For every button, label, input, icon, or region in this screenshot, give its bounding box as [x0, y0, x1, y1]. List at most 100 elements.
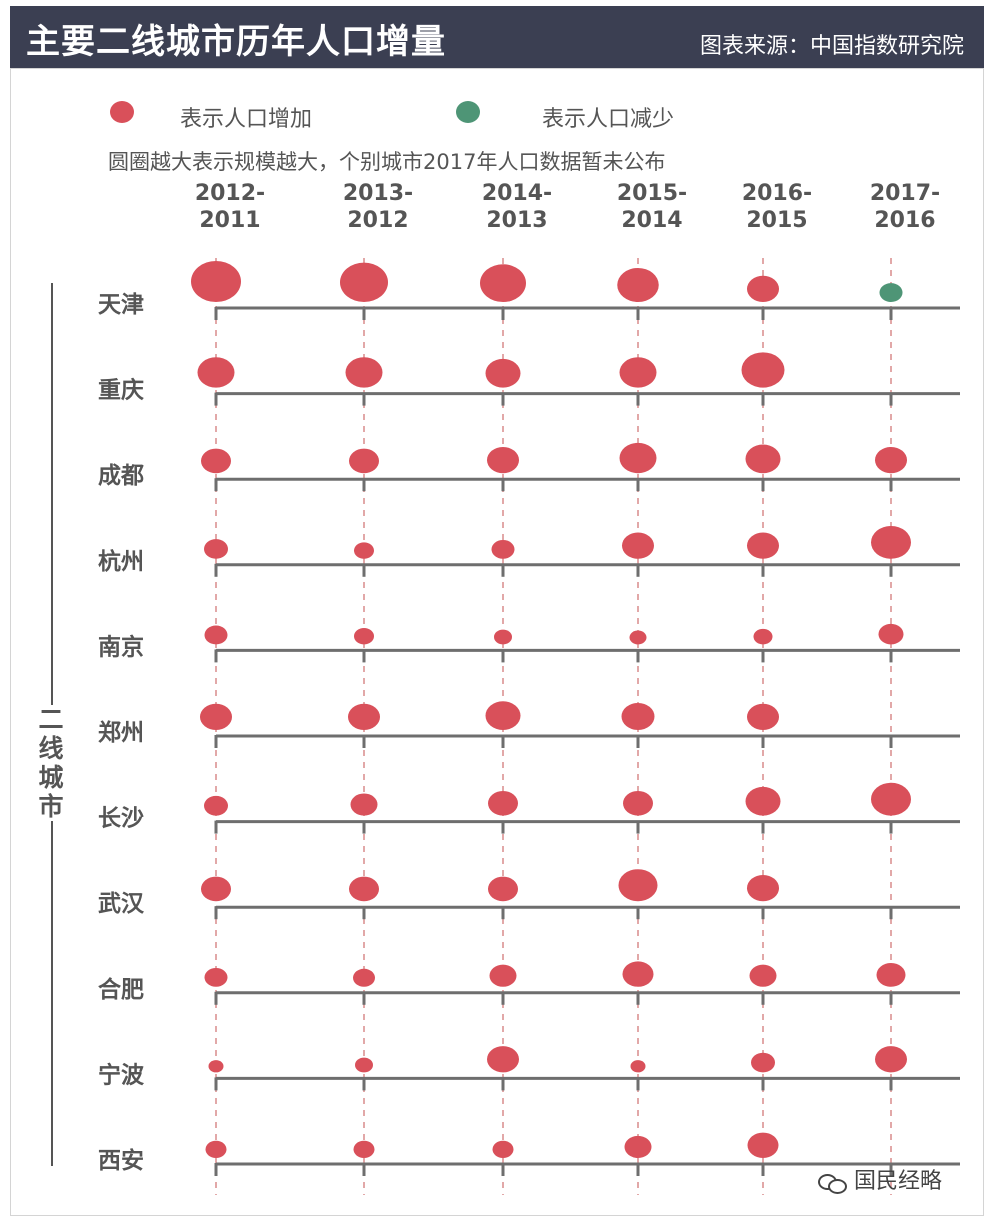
data-bubble [204, 539, 228, 559]
data-bubble [349, 876, 379, 902]
data-bubble [488, 791, 518, 816]
group-label: 二线城市 [34, 705, 68, 821]
data-bubble [340, 262, 388, 302]
data-bubble [741, 352, 785, 388]
data-bubble [879, 283, 903, 302]
city-label: 重庆 [98, 377, 144, 404]
data-bubble [749, 964, 777, 987]
wechat-icon [818, 1172, 848, 1194]
data-bubble [354, 542, 374, 559]
city-label: 武汉 [98, 891, 145, 917]
city-label: 宁波 [98, 1061, 145, 1088]
data-bubble [191, 261, 241, 302]
data-bubble [205, 1140, 227, 1158]
data-bubble [197, 357, 235, 388]
city-label: 杭州 [98, 548, 144, 575]
city-label: 西安 [98, 1147, 144, 1174]
data-bubble [753, 628, 773, 645]
data-bubble [354, 628, 374, 645]
period-header-line2: 2015 [746, 208, 808, 233]
data-bubble [204, 967, 228, 987]
data-bubble [747, 532, 779, 559]
data-bubble [747, 1132, 779, 1159]
data-bubble [871, 526, 911, 559]
data-bubble [747, 874, 779, 902]
period-header-line1: 2012- [194, 181, 266, 206]
data-bubble [349, 448, 379, 474]
period-header-line2: 2016 [874, 208, 936, 233]
data-bubble [618, 869, 658, 902]
data-bubble [871, 782, 911, 816]
city-label: 长沙 [98, 806, 144, 832]
data-bubble [485, 701, 521, 731]
chart-source: 图表来源：中国指数研究院 [699, 34, 964, 59]
data-bubble [878, 623, 904, 645]
data-bubble [492, 1140, 514, 1158]
data-bubble [489, 964, 517, 987]
legend-decrease-swatch [456, 101, 480, 123]
data-bubble [208, 1060, 224, 1073]
data-bubble [201, 448, 231, 474]
data-bubble [348, 703, 380, 730]
data-bubble [745, 444, 781, 474]
data-bubble [494, 629, 512, 645]
data-bubble [745, 786, 781, 816]
period-header-line1: 2014- [481, 181, 553, 206]
data-bubble [876, 963, 906, 987]
period-header-line2: 2014 [621, 208, 683, 233]
header-bar: 主要二线城市历年人口增量 图表来源：中国指数研究院 [10, 6, 984, 68]
watermark-text: 国民经略 [854, 1169, 943, 1194]
period-header-line1: 2015- [616, 181, 688, 206]
data-bubble [624, 1135, 652, 1159]
data-bubble [353, 1140, 375, 1158]
period-header: 2017- 2016 [850, 180, 960, 234]
period-header-line2: 2011 [199, 208, 261, 233]
city-label: 成都 [98, 463, 144, 489]
chart-title: 主要二线城市历年人口增量 [26, 22, 446, 62]
data-bubble [875, 446, 907, 474]
data-bubble [353, 968, 375, 987]
period-header: 2014- 2013 [462, 180, 572, 234]
data-bubble [204, 795, 228, 816]
watermark: 国民经略 [818, 1163, 942, 1195]
data-bubble [747, 275, 779, 302]
data-bubble [480, 264, 526, 303]
chart-panel [10, 68, 984, 1216]
data-bubble [621, 702, 655, 730]
data-bubble [623, 791, 653, 816]
data-bubble [487, 1046, 519, 1073]
data-bubble [747, 703, 779, 730]
legend-increase-label: 表示人口增加 [180, 107, 313, 132]
data-bubble [751, 1052, 775, 1073]
data-bubble [200, 703, 232, 730]
period-header: 2012- 2011 [175, 180, 285, 234]
data-bubble [204, 625, 228, 645]
period-header-line1: 2017- [869, 181, 941, 206]
city-label: 南京 [98, 633, 144, 660]
period-header-line2: 2013 [486, 208, 548, 233]
data-bubble [350, 793, 378, 816]
data-bubble [491, 539, 515, 559]
data-bubble [345, 357, 383, 388]
chart-note: 圆圈越大表示规模越大，个别城市2017年人口数据暂未公布 [108, 150, 666, 174]
city-label: 天津 [98, 291, 144, 318]
legend-increase-swatch [110, 101, 134, 123]
data-bubble [617, 267, 659, 302]
data-bubble [622, 961, 654, 987]
city-label: 郑州 [98, 720, 144, 746]
period-header: 2016- 2015 [722, 180, 832, 234]
data-bubble [201, 876, 231, 902]
data-bubble [875, 1046, 907, 1073]
data-bubble [485, 358, 521, 388]
period-header: 2015- 2014 [597, 180, 707, 234]
data-bubble [629, 630, 647, 645]
data-bubble [630, 1060, 646, 1073]
data-bubble [355, 1057, 373, 1073]
period-header-line2: 2012 [347, 208, 409, 233]
data-bubble [487, 446, 519, 474]
period-header: 2013- 2012 [323, 180, 433, 234]
legend-decrease-label: 表示人口减少 [542, 107, 675, 132]
period-header-line1: 2016- [741, 181, 813, 206]
data-bubble [488, 876, 518, 902]
